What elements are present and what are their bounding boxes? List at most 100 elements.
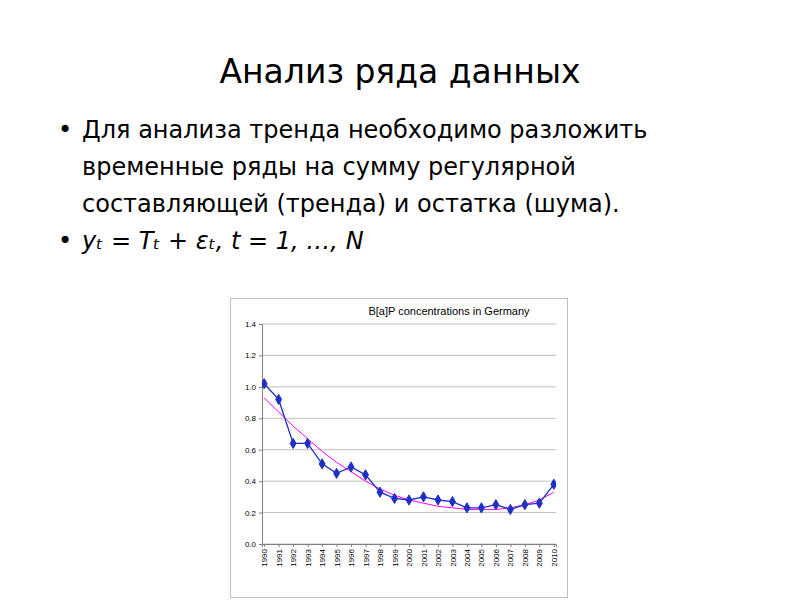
marker (363, 470, 369, 480)
marker (377, 487, 383, 497)
grid (262, 324, 556, 544)
y-tick: 0.6 (245, 446, 262, 455)
x-axis: 1990 1991 1992 1993 1994 1995 1996 1997 1998 1999… (260, 544, 559, 567)
y-tick: 0.4 (245, 477, 262, 486)
x-tick: 2007 (506, 544, 515, 567)
x-tick-label: 1997 (362, 548, 371, 566)
y-tick-mark (259, 450, 262, 451)
x-tick-label: 1999 (391, 548, 400, 566)
x-tick: 1995 (333, 544, 342, 567)
x-tick-label: 2003 (449, 548, 458, 566)
y-tick: 0.0 (245, 540, 262, 549)
x-tick-mark (452, 544, 453, 547)
x-tick-label: 2008 (521, 548, 530, 566)
x-tick-mark (351, 544, 352, 547)
y-tick: 1.4 (245, 320, 262, 329)
marker (348, 462, 354, 472)
x-tick-label: 2002 (434, 548, 443, 566)
x-tick: 2008 (521, 544, 530, 567)
x-tick-mark (467, 544, 468, 547)
marker (450, 496, 456, 506)
x-tick: 2001 (420, 544, 429, 567)
x-tick: 1999 (391, 544, 400, 567)
x-tick-label: 2000 (405, 548, 414, 566)
x-tick-label: 2007 (506, 548, 515, 566)
grid-line (262, 418, 556, 419)
x-tick-label: 2004 (463, 548, 472, 566)
x-tick-mark (322, 544, 323, 547)
x-tick: 1997 (362, 544, 371, 567)
grid-line (262, 324, 556, 325)
x-tick-mark (510, 544, 511, 547)
x-tick: 2002 (434, 544, 443, 567)
x-tick: 2003 (449, 544, 458, 567)
x-tick-mark (481, 544, 482, 547)
marker (551, 479, 556, 489)
x-tick-label: 1993 (304, 548, 313, 566)
y-tick-label: 0.8 (245, 414, 257, 423)
x-tick: 2005 (477, 544, 486, 567)
y-tick-mark (259, 355, 262, 356)
x-tick-label: 2005 (477, 548, 486, 566)
y-tick-label: 0.4 (245, 477, 257, 486)
marker (290, 438, 296, 448)
x-tick-mark (308, 544, 309, 547)
marker (392, 493, 398, 503)
series-line (264, 398, 554, 510)
y-tick-label: 1.0 (245, 383, 257, 392)
bullet: yₜ = Tₜ + εₜ, t = 1, …, N (58, 223, 718, 260)
bullet: Для анализа тренда необходимо разложить … (58, 112, 718, 223)
grid-line (262, 449, 556, 450)
marker (493, 500, 499, 510)
marks (262, 379, 556, 515)
x-tick-mark (337, 544, 338, 547)
x-tick-label: 1998 (376, 548, 385, 566)
x-tick-label: 1990 (260, 548, 269, 566)
y-tick: 0.8 (245, 414, 262, 423)
chart-container: B[a]P concentrations in Germany0.00.20.4… (230, 298, 568, 600)
y-tick-mark (259, 513, 262, 514)
marker (319, 459, 325, 469)
marker (507, 504, 513, 514)
bullet-list: Для анализа тренда необходимо разложить … (58, 112, 718, 260)
grid-line (262, 386, 556, 387)
y-tick-label: 1.4 (245, 320, 257, 329)
x-tick-label: 1995 (333, 548, 342, 566)
chart-title: B[a]P concentrations in Germany (368, 305, 530, 317)
x-tick-label: 2009 (535, 548, 544, 566)
x-tick-label: 1992 (289, 548, 298, 566)
marker (478, 503, 484, 513)
x-tick: 1996 (347, 544, 356, 567)
x-tick: 1991 (275, 544, 284, 567)
x-tick-mark (423, 544, 424, 547)
x-tick-mark (409, 544, 410, 547)
marker (522, 500, 528, 510)
y-tick: 1.2 (245, 351, 262, 360)
x-tick-mark (539, 544, 540, 547)
series-line (264, 384, 554, 510)
x-tick: 1994 (318, 544, 327, 567)
x-tick-mark (293, 544, 294, 547)
y-tick-mark (259, 481, 262, 482)
x-tick-mark (380, 544, 381, 547)
x-tick-label: 2001 (420, 548, 429, 566)
chart-frame (231, 299, 568, 598)
x-tick-mark (438, 544, 439, 547)
x-tick-mark (395, 544, 396, 547)
x-tick: 2004 (463, 544, 472, 567)
marker (305, 438, 311, 448)
y-tick-mark (259, 387, 262, 388)
x-tick-mark (554, 544, 555, 547)
marker (421, 492, 427, 502)
x-tick: 2006 (492, 544, 501, 567)
x-tick-label: 2010 (550, 548, 559, 566)
y-tick-mark (259, 418, 262, 419)
grid-line (262, 355, 556, 356)
x-tick: 1992 (289, 544, 298, 567)
x-tick-mark (525, 544, 526, 547)
x-tick-label: 1991 (275, 548, 284, 566)
slide-title: Анализ ряда данных (0, 52, 800, 91)
x-tick: 2010 (550, 544, 559, 567)
x-tick-label: 1996 (347, 548, 356, 566)
y-tick-mark (259, 324, 262, 325)
